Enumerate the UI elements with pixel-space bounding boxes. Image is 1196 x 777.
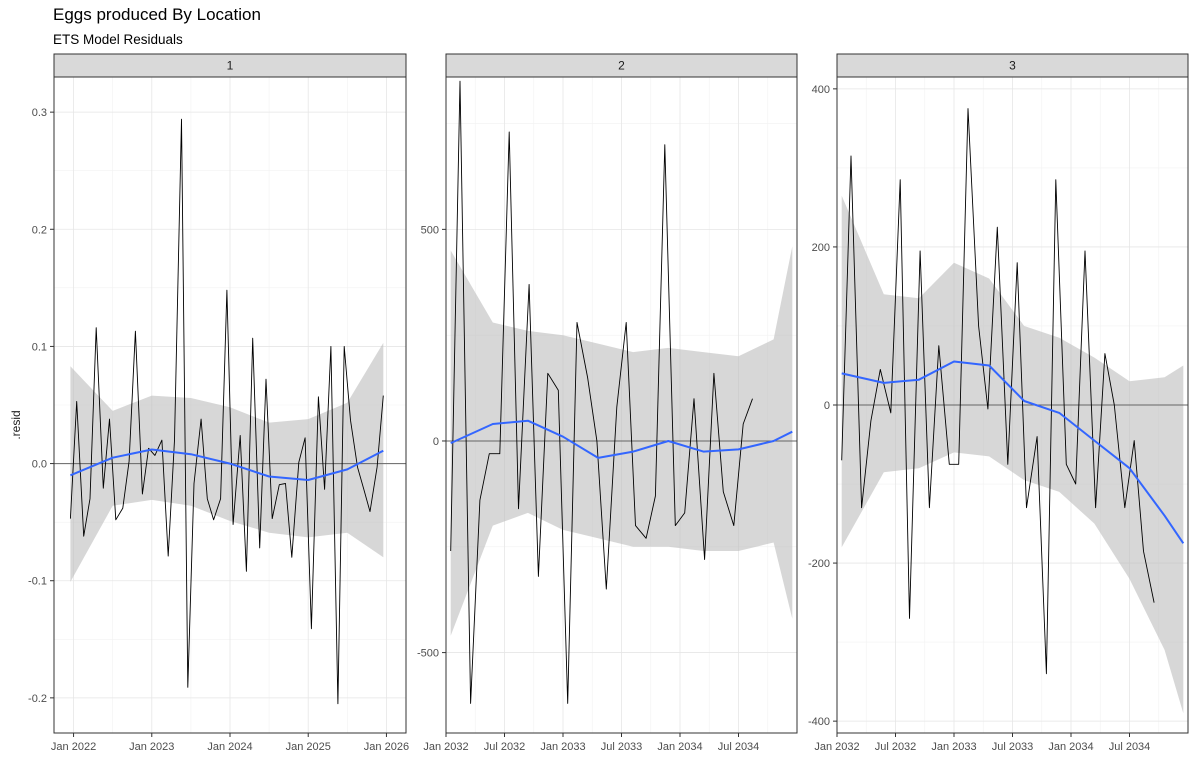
y-tick-label: 200 bbox=[812, 242, 830, 254]
x-tick-label: Jul 2034 bbox=[1109, 741, 1151, 753]
y-tick-label: 400 bbox=[812, 84, 830, 96]
facet-strip-label: 3 bbox=[1009, 59, 1016, 73]
y-tick-label: 0.1 bbox=[32, 341, 47, 353]
y-tick-label: 0.2 bbox=[32, 224, 47, 236]
x-tick-label: Jan 2034 bbox=[657, 741, 702, 753]
y-tick-label: -200 bbox=[808, 558, 830, 570]
x-tick-label: Jan 2023 bbox=[129, 741, 174, 753]
y-tick-label: 0 bbox=[433, 436, 439, 448]
y-tick-label: 500 bbox=[421, 224, 439, 236]
x-tick-label: Jul 2033 bbox=[992, 741, 1034, 753]
x-tick-label: Jul 2032 bbox=[875, 741, 917, 753]
y-tick-label: -0.2 bbox=[28, 693, 47, 705]
x-tick-label: Jan 2032 bbox=[814, 741, 859, 753]
x-tick-label: Jan 2033 bbox=[931, 741, 976, 753]
x-tick-label: Jan 2024 bbox=[207, 741, 252, 753]
facet-strip-label: 1 bbox=[227, 59, 234, 73]
x-tick-label: Jan 2032 bbox=[423, 741, 468, 753]
x-tick-label: Jul 2033 bbox=[601, 741, 643, 753]
x-tick-label: Jan 2022 bbox=[51, 741, 96, 753]
x-tick-label: Jan 2034 bbox=[1048, 741, 1093, 753]
y-tick-label: -500 bbox=[417, 648, 439, 660]
y-tick-label: 0.0 bbox=[32, 459, 47, 471]
y-tick-label: -0.1 bbox=[28, 576, 47, 588]
facet-strip-label: 2 bbox=[618, 59, 625, 73]
y-tick-label: 0 bbox=[824, 400, 830, 412]
x-tick-label: Jan 2025 bbox=[286, 741, 331, 753]
x-tick-label: Jan 2026 bbox=[364, 741, 409, 753]
y-tick-label: -400 bbox=[808, 716, 830, 728]
x-tick-label: Jul 2034 bbox=[718, 741, 760, 753]
x-tick-label: Jan 2033 bbox=[540, 741, 585, 753]
x-tick-label: Jul 2032 bbox=[484, 741, 526, 753]
y-tick-label: 0.3 bbox=[32, 107, 47, 119]
